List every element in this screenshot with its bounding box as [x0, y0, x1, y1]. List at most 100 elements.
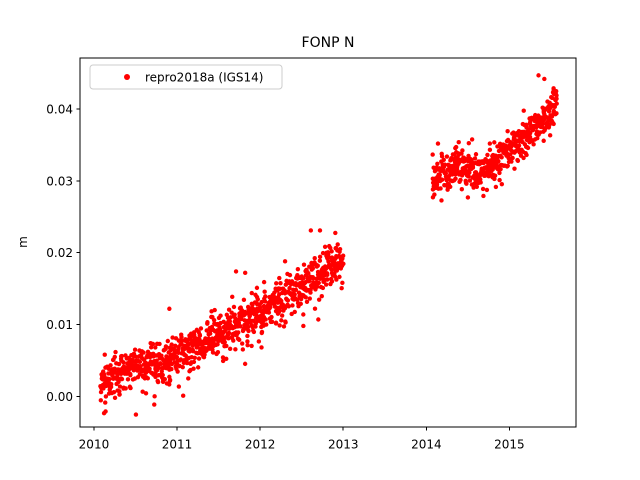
data-point: [531, 142, 536, 147]
data-point: [329, 279, 335, 284]
data-point: [312, 306, 318, 311]
data-point: [329, 267, 334, 272]
data-point: [259, 345, 264, 350]
data-point: [147, 366, 152, 371]
data-point: [272, 290, 277, 295]
data-point: [191, 366, 196, 371]
data-point: [112, 395, 118, 401]
data-point: [441, 157, 446, 163]
data-point: [301, 312, 306, 317]
data-point: [435, 141, 441, 146]
data-point: [340, 280, 345, 286]
data-point: [112, 366, 117, 371]
data-point: [179, 334, 184, 340]
data-point: [135, 368, 140, 373]
y-axis-ticks: 0.00 0.01 0.02 0.03 0.04: [46, 103, 80, 404]
data-point: [465, 195, 471, 200]
data-point: [487, 147, 493, 153]
legend-box: repro2018a (IGS14): [89, 64, 283, 90]
data-point: [277, 275, 282, 281]
data-point: [103, 400, 108, 405]
data-point: [261, 279, 267, 285]
data-point: [176, 384, 182, 389]
data-point: [326, 259, 331, 264]
data-point: [456, 139, 461, 145]
data-point: [125, 377, 131, 382]
data-point: [156, 365, 161, 371]
data-point: [113, 349, 118, 355]
x-tick-label: 2014: [411, 438, 442, 452]
data-point: [153, 345, 158, 350]
data-point: [137, 359, 143, 365]
data-point: [249, 290, 254, 296]
data-point: [196, 356, 202, 361]
data-point: [497, 170, 502, 176]
data-point: [333, 230, 338, 236]
data-point: [224, 343, 229, 349]
data-point: [432, 168, 438, 174]
data-point: [554, 96, 559, 101]
data-point: [255, 297, 260, 302]
data-point: [226, 307, 232, 312]
data-point: [315, 284, 320, 289]
data-point: [319, 293, 324, 299]
data-point: [237, 337, 242, 343]
data-point: [515, 158, 521, 163]
data-point: [335, 242, 340, 247]
data-point: [204, 328, 209, 333]
data-point: [251, 329, 257, 335]
data-point: [280, 302, 286, 307]
data-point: [306, 270, 311, 276]
data-point: [210, 350, 216, 355]
data-point: [328, 245, 333, 251]
y-tick-label: 0.00: [46, 390, 73, 404]
x-tick-label: 2013: [328, 438, 359, 452]
data-point: [311, 276, 316, 281]
data-point: [322, 244, 328, 250]
data-point: [262, 299, 268, 304]
data-point: [111, 390, 117, 395]
data-point: [492, 176, 497, 182]
data-point: [224, 356, 229, 362]
data-point: [198, 326, 204, 331]
data-point: [316, 297, 322, 302]
data-point: [211, 317, 217, 323]
data-point: [233, 269, 239, 274]
data-point: [324, 271, 330, 276]
data-point: [323, 282, 329, 287]
data-point: [141, 350, 146, 355]
data-point: [496, 158, 501, 164]
data-point: [323, 266, 329, 272]
data-point: [169, 342, 174, 347]
data-point: [439, 177, 445, 182]
data-point: [541, 138, 546, 143]
data-point: [430, 152, 435, 157]
data-point: [230, 294, 235, 300]
data-point: [301, 323, 306, 329]
x-tick-label: 2010: [79, 438, 110, 452]
data-point: [98, 389, 104, 395]
y-tick-label: 0.01: [46, 318, 73, 332]
data-point: [551, 121, 556, 127]
data-point: [145, 376, 150, 381]
data-point: [242, 361, 248, 367]
data-point: [231, 338, 236, 343]
data-point: [245, 324, 251, 330]
data-point: [320, 250, 326, 256]
data-point: [208, 331, 213, 336]
data-point: [192, 355, 197, 360]
data-point: [240, 347, 246, 352]
data-point: [152, 402, 157, 407]
data-point: [301, 262, 307, 267]
data-point: [467, 178, 473, 183]
data-point: [444, 154, 450, 159]
x-tick-label: 2011: [162, 438, 193, 452]
data-point: [453, 176, 458, 181]
data-point: [290, 303, 295, 308]
data-point: [521, 155, 526, 161]
data-point: [107, 376, 112, 382]
data-point: [226, 330, 232, 336]
data-point: [167, 377, 173, 383]
data-point: [292, 292, 297, 297]
data-point: [281, 324, 287, 329]
